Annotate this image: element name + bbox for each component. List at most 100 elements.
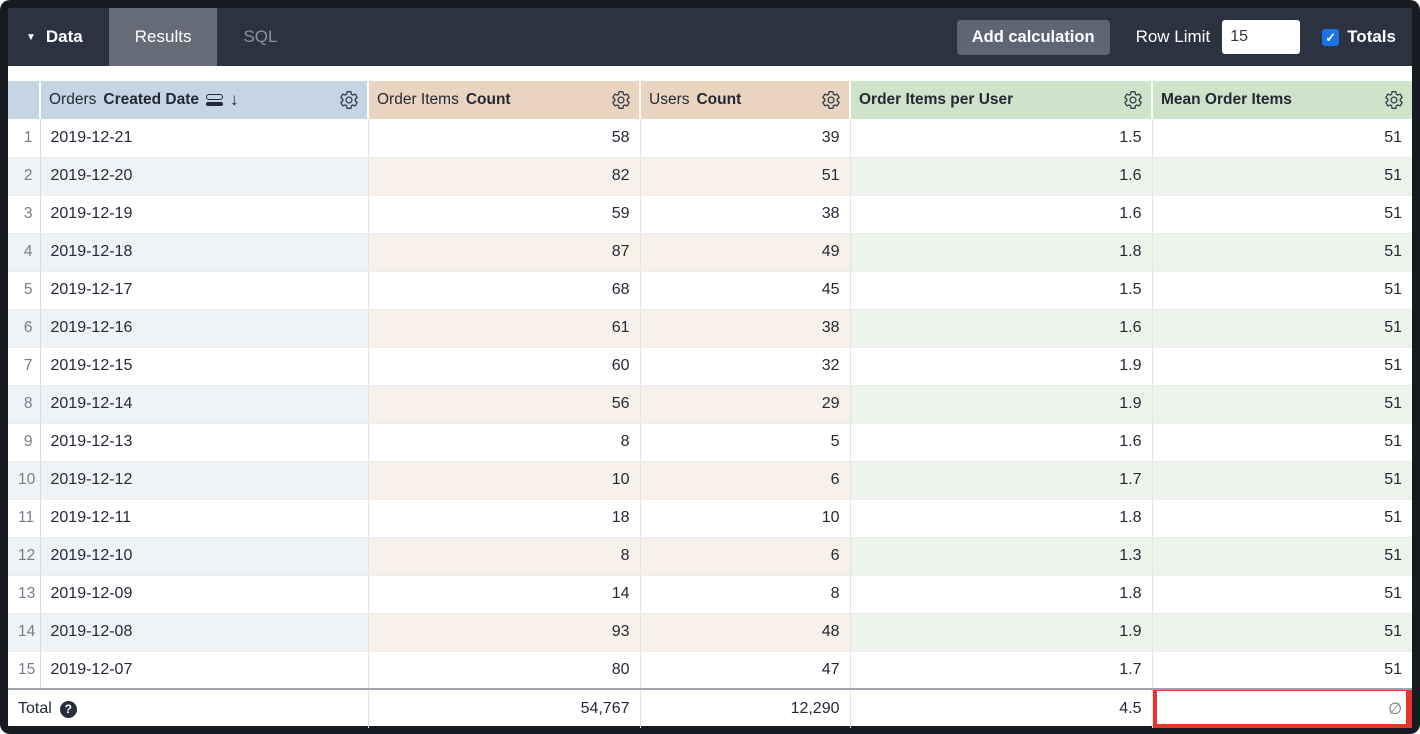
cell-order-items-per-user[interactable]: 1.6 — [850, 309, 1153, 348]
cell-order-items-per-user[interactable]: 1.9 — [850, 385, 1153, 424]
cell-users-count[interactable]: 32 — [640, 347, 851, 386]
cell-mean-order-items[interactable]: 51 — [1152, 119, 1412, 158]
cell-mean-order-items[interactable]: 51 — [1152, 347, 1412, 386]
table-row[interactable]: 12 2019-12-10 8 6 1.3 51 — [8, 537, 1412, 576]
cell-users-count[interactable]: 5 — [640, 423, 851, 462]
cell-orders-created-date[interactable]: 2019-12-12 — [40, 461, 369, 500]
cell-order-items-count[interactable]: 60 — [368, 347, 641, 386]
table-row[interactable]: 9 2019-12-13 8 5 1.6 51 — [8, 423, 1412, 462]
cell-orders-created-date[interactable]: 2019-12-13 — [40, 423, 369, 462]
column-header-order-items-per-user[interactable]: Order Items per User — [850, 81, 1153, 119]
cell-order-items-per-user[interactable]: 1.6 — [850, 195, 1153, 234]
cell-users-count[interactable]: 6 — [640, 537, 851, 576]
cell-order-items-per-user[interactable]: 1.7 — [850, 461, 1153, 500]
table-row[interactable]: 7 2019-12-15 60 32 1.9 51 — [8, 347, 1412, 386]
cell-order-items-per-user[interactable]: 1.6 — [850, 423, 1153, 462]
table-row[interactable]: 10 2019-12-12 10 6 1.7 51 — [8, 461, 1412, 500]
sort-descending-icon[interactable]: ↓ — [230, 90, 239, 109]
cell-order-items-count[interactable]: 61 — [368, 309, 641, 348]
column-header-orders-created-date[interactable]: Orders Created Date ↓ — [40, 81, 369, 119]
cell-orders-created-date[interactable]: 2019-12-11 — [40, 499, 369, 538]
cell-orders-created-date[interactable]: 2019-12-08 — [40, 613, 369, 652]
cell-users-count[interactable]: 29 — [640, 385, 851, 424]
cell-order-items-per-user[interactable]: 1.8 — [850, 499, 1153, 538]
cell-mean-order-items[interactable]: 51 — [1152, 537, 1412, 576]
cell-mean-order-items[interactable]: 51 — [1152, 233, 1412, 272]
cell-mean-order-items[interactable]: 51 — [1152, 613, 1412, 652]
tab-sql[interactable]: SQL — [217, 8, 303, 66]
cell-order-items-count[interactable]: 93 — [368, 613, 641, 652]
add-calculation-button[interactable]: Add calculation — [956, 19, 1110, 55]
cell-order-items-per-user[interactable]: 1.9 — [850, 347, 1153, 386]
cell-orders-created-date[interactable]: 2019-12-18 — [40, 233, 369, 272]
cell-users-count[interactable]: 49 — [640, 233, 851, 272]
cell-mean-order-items[interactable]: 51 — [1152, 499, 1412, 538]
table-row[interactable]: 4 2019-12-18 87 49 1.8 51 — [8, 233, 1412, 272]
cell-orders-created-date[interactable]: 2019-12-15 — [40, 347, 369, 386]
cell-users-count[interactable]: 48 — [640, 613, 851, 652]
cell-orders-created-date[interactable]: 2019-12-19 — [40, 195, 369, 234]
cell-order-items-count[interactable]: 68 — [368, 271, 641, 310]
cell-order-items-per-user[interactable]: 1.5 — [850, 119, 1153, 158]
cell-order-items-count[interactable]: 14 — [368, 575, 641, 614]
cell-users-count[interactable]: 45 — [640, 271, 851, 310]
cell-order-items-count[interactable]: 59 — [368, 195, 641, 234]
cell-mean-order-items[interactable]: 51 — [1152, 461, 1412, 500]
table-row[interactable]: 6 2019-12-16 61 38 1.6 51 — [8, 309, 1412, 348]
cell-order-items-count[interactable]: 56 — [368, 385, 641, 424]
totals-checkbox[interactable]: ✓ — [1322, 28, 1340, 46]
cell-orders-created-date[interactable]: 2019-12-17 — [40, 271, 369, 310]
row-limit-input[interactable] — [1222, 20, 1301, 54]
table-row[interactable]: 14 2019-12-08 93 48 1.9 51 — [8, 613, 1412, 652]
cell-users-count[interactable]: 47 — [640, 651, 851, 690]
cell-users-count[interactable]: 38 — [640, 309, 851, 348]
cell-order-items-count[interactable]: 10 — [368, 461, 641, 500]
table-row[interactable]: 5 2019-12-17 68 45 1.5 51 — [8, 271, 1412, 310]
table-row[interactable]: 3 2019-12-19 59 38 1.6 51 — [8, 195, 1412, 234]
cell-orders-created-date[interactable]: 2019-12-21 — [40, 119, 369, 158]
cell-orders-created-date[interactable]: 2019-12-20 — [40, 157, 369, 196]
cell-orders-created-date[interactable]: 2019-12-09 — [40, 575, 369, 614]
table-row[interactable]: 1 2019-12-21 58 39 1.5 51 — [8, 119, 1412, 158]
cell-users-count[interactable]: 51 — [640, 157, 851, 196]
cell-users-count[interactable]: 39 — [640, 119, 851, 158]
cell-users-count[interactable]: 10 — [640, 499, 851, 538]
cell-order-items-per-user[interactable]: 1.8 — [850, 233, 1153, 272]
cell-order-items-count[interactable]: 82 — [368, 157, 641, 196]
cell-users-count[interactable]: 38 — [640, 195, 851, 234]
cell-order-items-count[interactable]: 18 — [368, 499, 641, 538]
cell-mean-order-items[interactable]: 51 — [1152, 575, 1412, 614]
cell-users-count[interactable]: 6 — [640, 461, 851, 500]
gear-icon[interactable] — [611, 90, 631, 110]
totals-toggle[interactable]: ✓ Totals — [1322, 27, 1396, 47]
table-row[interactable]: 13 2019-12-09 14 8 1.8 51 — [8, 575, 1412, 614]
cell-order-items-per-user[interactable]: 1.6 — [850, 157, 1153, 196]
cell-order-items-per-user[interactable]: 1.7 — [850, 651, 1153, 690]
cell-order-items-count[interactable]: 8 — [368, 423, 641, 462]
cell-mean-order-items[interactable]: 51 — [1152, 423, 1412, 462]
cell-order-items-count[interactable]: 80 — [368, 651, 641, 690]
cell-order-items-per-user[interactable]: 1.9 — [850, 613, 1153, 652]
help-icon[interactable]: ? — [59, 700, 77, 718]
table-row[interactable]: 11 2019-12-11 18 10 1.8 51 — [8, 499, 1412, 538]
cell-orders-created-date[interactable]: 2019-12-07 — [40, 651, 369, 690]
data-dropdown[interactable]: ▼ Data — [8, 8, 109, 66]
cell-order-items-per-user[interactable]: 1.5 — [850, 271, 1153, 310]
cell-order-items-count[interactable]: 8 — [368, 537, 641, 576]
cell-order-items-per-user[interactable]: 1.3 — [850, 537, 1153, 576]
gear-icon[interactable] — [1123, 90, 1143, 110]
cell-order-items-per-user[interactable]: 1.8 — [850, 575, 1153, 614]
column-header-mean-order-items[interactable]: Mean Order Items — [1152, 81, 1412, 119]
table-row[interactable]: 15 2019-12-07 80 47 1.7 51 — [8, 651, 1412, 690]
tab-results[interactable]: Results — [108, 8, 218, 66]
cell-mean-order-items[interactable]: 51 — [1152, 385, 1412, 424]
cell-orders-created-date[interactable]: 2019-12-10 — [40, 537, 369, 576]
column-header-users-count[interactable]: Users Count — [640, 81, 851, 119]
cell-mean-order-items[interactable]: 51 — [1152, 309, 1412, 348]
gear-icon[interactable] — [1384, 90, 1404, 110]
cell-mean-order-items[interactable]: 51 — [1152, 157, 1412, 196]
gear-icon[interactable] — [821, 90, 841, 110]
cell-order-items-count[interactable]: 58 — [368, 119, 641, 158]
table-row[interactable]: 8 2019-12-14 56 29 1.9 51 — [8, 385, 1412, 424]
gear-icon[interactable] — [339, 90, 359, 110]
